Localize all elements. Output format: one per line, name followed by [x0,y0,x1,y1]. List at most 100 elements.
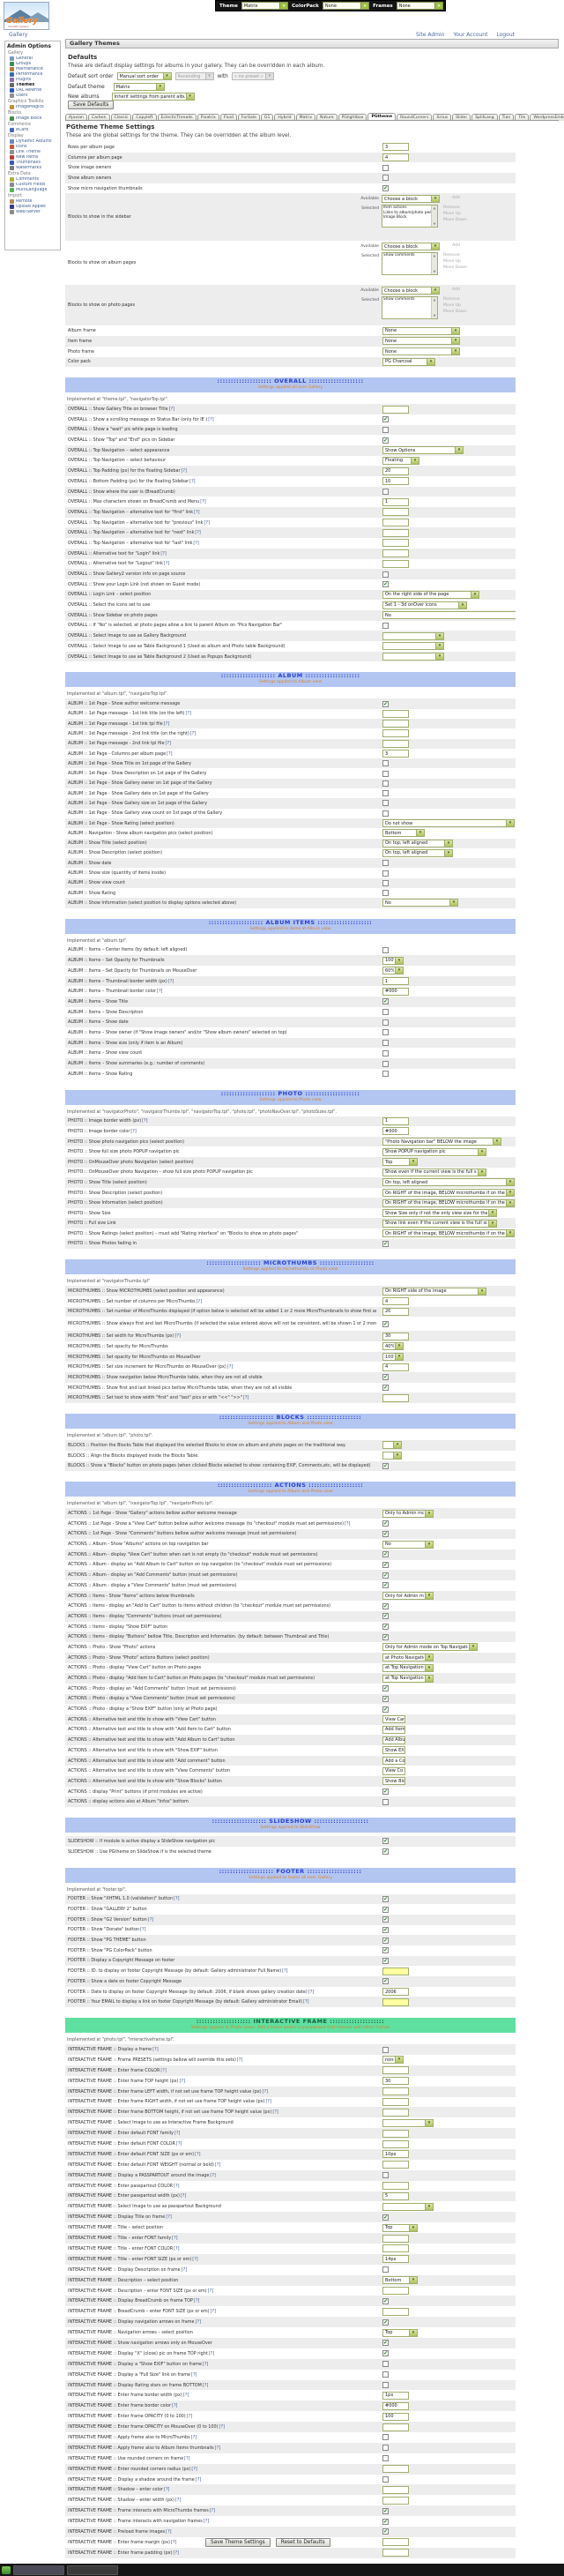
dropdown-select[interactable]: No▾ [382,611,516,620]
help-link[interactable]: [?] [140,1927,146,1933]
dropdown-select[interactable]: Top ▾ [382,1158,418,1167]
sidebar-item-plugins[interactable]: Plugins [10,77,60,82]
help-link[interactable]: [?] [203,2519,210,2525]
add-link[interactable]: Add [452,196,460,201]
help-link[interactable]: [?] [182,2393,189,2399]
checkbox-checked[interactable]: ✔ [382,2340,389,2347]
selected-blocks-listbox[interactable]: Show comments ▲ ▼ [382,296,438,320]
text-input[interactable]: 3 [382,750,409,758]
checkbox-checked[interactable]: ✔ [382,1706,389,1713]
text-input[interactable]: 30 [382,1332,409,1340]
checkbox[interactable] [382,1029,389,1036]
help-link[interactable]: [?] [152,2047,159,2053]
help-link[interactable]: [?] [194,509,200,515]
help-link[interactable]: [?] [181,468,187,474]
dropdown-select[interactable]: Bottom ▾ [382,2276,418,2285]
dropdown-select[interactable]: None ▾ [382,347,460,356]
help-link[interactable]: [?] [173,2550,179,2556]
sidebar-item-ecard[interactable]: eCard [10,127,60,132]
dropdown-select[interactable]: ▾ [382,2202,434,2211]
help-link[interactable]: [?] [184,2455,190,2461]
dropdown-select[interactable]: at Top Navigation bar▾ [382,1674,434,1683]
listbox-item[interactable]: Show comments [383,253,415,258]
help-link[interactable]: [?] [195,2151,201,2157]
checkbox-checked[interactable]: ✔ [382,1613,389,1620]
text-input[interactable] [382,2129,409,2138]
checkbox[interactable] [382,1019,389,1026]
text-input[interactable]: Add a Co [382,1757,405,1766]
checkbox[interactable] [382,2445,389,2452]
text-input[interactable] [382,2538,409,2547]
checkbox[interactable] [382,770,389,777]
help-link[interactable]: [?] [179,2078,186,2084]
dropdown-select[interactable]: On RIGHT side of the image ▾ [382,1287,486,1295]
help-link[interactable]: [?] [226,1364,234,1370]
help-link[interactable]: [?] [174,2183,180,2189]
remove-link[interactable]: Remove [443,205,460,211]
dropdown-select[interactable]: On top, left aligned ▾ [382,848,453,857]
tab-floatrix[interactable]: Floatrix [197,114,219,121]
dropdown-select[interactable]: ▾ [382,2118,434,2127]
text-input[interactable]: 100 [382,2412,409,2421]
tab-fluid[interactable]: Fluid [219,114,237,121]
checkbox[interactable] [382,2434,389,2441]
reset-to-defaults-button[interactable]: Reset to Defaults [275,2538,330,2547]
listbox-item[interactable]: Links to album/photo peers [383,210,435,215]
selected-blocks-listbox[interactable]: Show comments ▲ ▼ [382,252,438,276]
text-input[interactable] [382,2087,409,2096]
checkbox-checked[interactable]: ✔ [382,1374,389,1381]
text-input[interactable]: 1 [382,497,409,506]
dropdown-select[interactable]: None ▾ [382,326,460,335]
sidebar-item-watermarks[interactable]: Watermarks [10,165,60,170]
checkbox-checked[interactable]: ✔ [382,1926,389,1933]
checkbox-checked[interactable]: ✔ [382,1602,389,1609]
help-link[interactable]: [?] [191,2466,197,2472]
dropdown-select[interactable]: Top ▾ [382,2223,418,2232]
help-link[interactable]: [?] [189,730,197,736]
help-link[interactable]: [?] [272,2109,278,2116]
help-link[interactable]: [?] [189,478,196,484]
checkbox-checked[interactable]: ✔ [382,2318,389,2326]
help-link[interactable]: [?] [265,2099,271,2105]
dropdown-select[interactable]: On RIGHT of the image, BELOW microthumbs… [382,1189,515,1197]
dropdown-select[interactable]: ▾ [382,1441,402,1450]
dropdown-select[interactable]: Floating ▾ [382,456,419,465]
checkbox-checked[interactable]: ✔ [382,1385,389,1392]
checkbox[interactable] [382,1071,389,1078]
text-input[interactable]: #000 [382,987,409,996]
choose-block-select[interactable]: Choose a block ▾ [382,195,440,204]
move-down-link[interactable]: Move Down [443,310,467,315]
checkbox-checked[interactable]: ✔ [382,1520,389,1527]
text-input[interactable] [382,2161,409,2169]
text-input[interactable]: 30 [382,2077,409,2086]
tab-g1[interactable]: G1 [260,114,274,121]
help-link[interactable]: [?] [165,741,171,747]
help-link[interactable]: [?] [167,978,174,984]
new-albums-select[interactable]: Inherit settings from parent album ▾ [111,93,195,101]
text-input[interactable] [382,2465,409,2474]
help-link[interactable]: [?] [203,2361,209,2367]
checkbox-checked[interactable]: ✔ [382,437,389,444]
text-input[interactable]: 14px [382,2255,409,2264]
text-input[interactable]: Show Blo [382,1777,405,1786]
choose-block-select[interactable]: Choose a block ▾ [382,243,440,251]
checkbox[interactable] [382,489,389,496]
tab-forsale[interactable]: ForSale [237,114,260,121]
listbox-scrollbar[interactable]: ▲ ▼ [431,297,437,319]
checkbox[interactable] [382,2476,389,2483]
checkbox-checked[interactable]: ✔ [382,1624,389,1631]
tab-splitlang[interactable]: SplitLang [471,114,498,121]
help-link[interactable]: [?] [166,2528,172,2535]
help-link[interactable]: [?] [209,2508,216,2514]
start-button-icon[interactable] [2,2565,11,2574]
tab-matrix[interactable]: Matrix [295,114,316,121]
text-input[interactable] [382,720,409,728]
text-input[interactable] [382,2108,409,2117]
sidebar-item-remote[interactable]: Remote [10,198,60,204]
text-input[interactable] [382,2097,409,2106]
save-theme-settings-button[interactable]: Save Theme Settings [205,2538,271,2547]
help-link[interactable]: [?] [210,2309,216,2315]
help-link[interactable]: [?] [190,2434,197,2440]
listbox-item[interactable]: Image Block [383,215,407,220]
tab-pglightbox[interactable]: PGlightbox [338,114,367,121]
